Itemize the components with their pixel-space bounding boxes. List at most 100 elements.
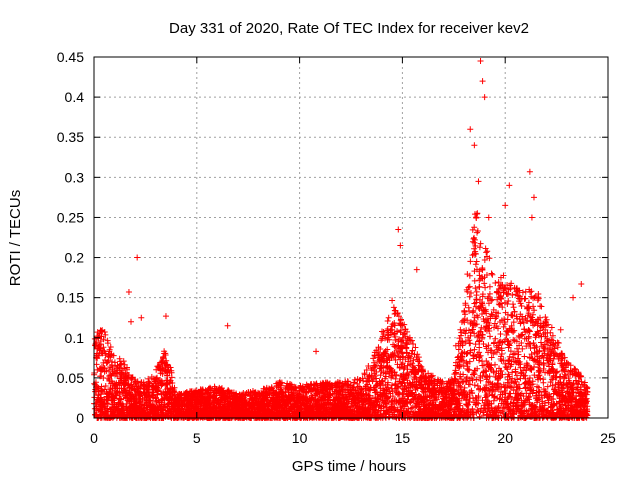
data-point <box>122 404 129 411</box>
data-point <box>152 394 159 401</box>
data-point <box>153 366 160 373</box>
data-point <box>143 395 150 402</box>
data-point <box>216 404 223 411</box>
data-point <box>220 411 227 418</box>
data-point <box>473 258 480 265</box>
data-point <box>204 393 211 400</box>
data-point <box>101 329 108 336</box>
data-point <box>111 395 118 402</box>
data-point <box>123 394 130 401</box>
data-point <box>299 383 306 390</box>
data-point <box>276 381 283 388</box>
data-point <box>96 342 103 349</box>
data-point <box>163 391 170 398</box>
data-point <box>471 277 478 284</box>
data-point <box>104 337 111 344</box>
data-point <box>218 399 225 406</box>
data-point <box>242 391 249 398</box>
data-point <box>174 394 181 401</box>
data-point <box>111 387 118 394</box>
data-point <box>457 326 464 333</box>
data-point <box>270 394 277 401</box>
data-point <box>162 350 169 357</box>
data-point <box>206 385 213 392</box>
data-point <box>178 405 185 412</box>
data-point <box>261 394 268 401</box>
data-point <box>305 408 312 415</box>
data-point <box>193 400 200 407</box>
data-point <box>137 383 144 390</box>
data-point <box>121 393 128 400</box>
data-point <box>126 391 133 398</box>
data-point <box>210 399 217 406</box>
data-point <box>314 401 321 408</box>
data-point <box>107 344 114 351</box>
data-point <box>204 408 211 415</box>
data-point <box>105 367 112 374</box>
data-point <box>296 406 303 413</box>
data-point <box>205 413 212 420</box>
data-point <box>474 382 481 389</box>
data-point <box>246 399 253 406</box>
data-point <box>303 414 310 421</box>
data-point <box>235 402 242 409</box>
data-point <box>107 363 114 370</box>
data-point <box>142 391 149 398</box>
data-point <box>271 409 278 416</box>
data-point <box>277 380 284 387</box>
data-point <box>154 387 161 394</box>
data-point <box>207 405 214 412</box>
data-point <box>140 379 147 386</box>
data-point <box>252 391 259 398</box>
data-point <box>165 408 172 415</box>
data-point <box>105 357 112 364</box>
data-point <box>163 357 170 364</box>
data-point <box>288 386 295 393</box>
data-point <box>256 406 263 413</box>
data-point <box>123 373 130 380</box>
data-point <box>466 308 473 315</box>
data-point <box>227 411 234 418</box>
data-point <box>240 405 247 412</box>
data-point <box>229 403 236 410</box>
data-point <box>104 400 111 407</box>
data-point <box>107 372 114 379</box>
data-point <box>308 380 315 387</box>
data-point <box>389 297 396 304</box>
data-point <box>170 404 177 411</box>
data-point <box>206 402 213 409</box>
data-point <box>96 407 103 414</box>
data-point <box>124 407 131 414</box>
data-point <box>102 383 109 390</box>
data-point <box>143 384 150 391</box>
data-point <box>134 402 141 409</box>
data-point <box>145 410 152 417</box>
data-point <box>282 411 289 418</box>
data-point <box>303 389 310 396</box>
data-point <box>219 403 226 410</box>
data-point <box>467 258 474 265</box>
data-point <box>117 396 124 403</box>
data-point <box>106 346 113 353</box>
data-point <box>245 389 252 396</box>
data-point <box>145 399 152 406</box>
data-point <box>92 386 99 393</box>
data-point <box>153 375 160 382</box>
data-point <box>154 374 161 381</box>
data-point <box>477 240 484 247</box>
data-point <box>178 398 185 405</box>
data-point <box>107 385 114 392</box>
data-point <box>260 398 267 405</box>
data-point <box>470 235 477 242</box>
data-point <box>105 394 112 401</box>
data-point <box>135 388 142 395</box>
data-point <box>152 413 159 420</box>
data-point <box>216 388 223 395</box>
data-point <box>102 411 109 418</box>
data-point <box>168 367 175 374</box>
data-point <box>158 359 165 366</box>
data-point <box>165 401 172 408</box>
grid-lines <box>94 57 608 418</box>
data-point <box>226 393 233 400</box>
data-point <box>170 386 177 393</box>
